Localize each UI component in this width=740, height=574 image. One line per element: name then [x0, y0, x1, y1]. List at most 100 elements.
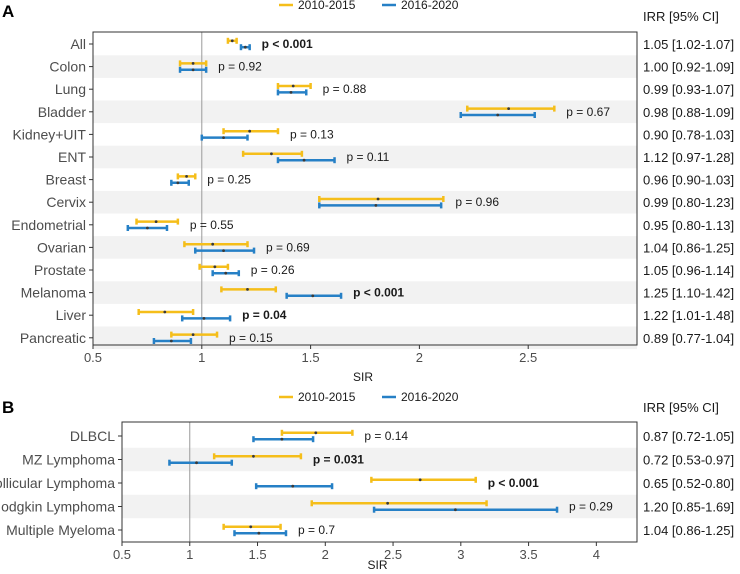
interval-2010-2015 [135, 218, 180, 225]
interval-2010-2015 [212, 453, 303, 460]
plot-frame [92, 31, 638, 346]
legend-label-1: 2016-2020 [401, 390, 459, 404]
point-estimate [248, 129, 252, 133]
plot-area [122, 422, 637, 542]
p-value: p = 0.25 [207, 173, 251, 187]
point-estimate [257, 531, 261, 535]
panel-letter: B [2, 398, 14, 417]
interval-2016-2020 [126, 225, 169, 231]
x-axis-title: SIR [367, 558, 387, 572]
forest-row: Bladder p = 0.67 0.98 [0.88-1.09] [38, 104, 734, 120]
point-estimate [195, 461, 198, 465]
forest-row: Ovarian p = 0.69 1.04 [0.86-1.25] [37, 239, 734, 255]
row-label: DLBCL [70, 428, 115, 444]
p-value: p = 0.88 [323, 82, 367, 96]
interval-2016-2020 [194, 247, 256, 254]
irr-value: 0.65 [0.52-0.80] [643, 476, 734, 491]
point-estimate [246, 288, 249, 291]
irr-value: 1.05 [1.02-1.07] [643, 37, 734, 52]
legend: 2010-2015 2016-2020 [279, 0, 459, 12]
x-axis: 0.5 1 1.5 2 2.5 SIR [84, 345, 537, 384]
plot-frame [121, 421, 638, 543]
p-value: p = 0.67 [566, 105, 610, 119]
interval-2010-2015 [310, 500, 488, 507]
interval-2010-2015 [137, 309, 195, 315]
irr-value: 1.04 [0.86-1.25] [643, 240, 734, 255]
row-label: Kidney+UIT [12, 126, 86, 142]
row-label: Follicular Lymphoma [0, 475, 115, 491]
interval-2010-2015 [198, 263, 230, 270]
interval-2010-2015 [170, 331, 219, 338]
irr-value: 0.99 [0.80-1.23] [643, 195, 734, 210]
point-estimate [169, 339, 173, 343]
irr-value: 1.20 [0.85-1.69] [643, 500, 734, 515]
interval-2010-2015 [280, 429, 354, 436]
forest-row: Pancreatic p = 0.15 0.89 [0.77-1.04] [20, 330, 734, 346]
forest-row: Prostate p = 0.26 1.05 [0.96-1.14] [34, 262, 734, 278]
interval-2010-2015 [178, 60, 208, 67]
point-estimate [314, 431, 318, 435]
row-band [122, 447, 637, 472]
irr-value: 0.95 [0.80-1.13] [643, 218, 734, 233]
forest-row: Endometrial p = 0.55 0.95 [0.80-1.13] [11, 217, 734, 233]
irr-value: 0.72 [0.53-0.97] [643, 453, 734, 468]
point-estimate [163, 310, 167, 314]
legend-label-1: 2016-2020 [401, 0, 459, 12]
interval-2016-2020 [170, 179, 190, 186]
interval-2016-2020 [252, 436, 315, 443]
interval-2010-2015 [220, 286, 278, 293]
panel-b: B 2010-2015 2016-2020 IRR [95% CI] 0.5 1 1.5 2 2… [0, 390, 734, 572]
point-estimate [224, 271, 228, 275]
interval-2016-2020 [180, 315, 232, 322]
interval-2010-2015 [466, 105, 556, 112]
panel-a: A 2010-2015 2016-2020 IRR [95% CI] 0.5 1 1.5 2 2… [2, 0, 734, 384]
x-tick-label: 2 [322, 547, 329, 562]
p-value: p = 0.13 [290, 127, 334, 141]
row-label: Endometrial [11, 217, 86, 233]
x-tick-label: 0.5 [113, 547, 131, 562]
irr-header: IRR [95% CI] [643, 9, 719, 24]
irr-value: 1.25 [1.10-1.42] [643, 286, 734, 301]
row-label: Melanoma [21, 285, 87, 301]
interval-2010-2015 [276, 83, 312, 89]
interval-2010-2015 [318, 196, 445, 202]
point-estimate [213, 265, 217, 269]
forest-row: Lung p = 0.88 0.99 [0.93-1.07] [55, 81, 734, 97]
p-value: p = 0.96 [455, 195, 499, 209]
interval-2016-2020 [276, 157, 336, 164]
interval-2016-2020 [276, 89, 308, 96]
point-estimate [291, 84, 295, 88]
point-estimate [154, 220, 158, 224]
irr-header: IRR [95% CI] [643, 400, 719, 415]
p-value: p = 0.031 [313, 453, 364, 467]
interval-2016-2020 [168, 459, 234, 466]
point-estimate [222, 136, 225, 140]
point-estimate [249, 525, 253, 529]
row-label: MZ Lymphoma [22, 452, 115, 468]
legend-label-0: 2010-2015 [298, 0, 356, 12]
forest-row: ENT p = 0.11 1.12 [0.97-1.28] [58, 149, 734, 165]
irr-value: 1.00 [0.92-1.09] [643, 60, 734, 75]
point-estimate [230, 39, 234, 43]
point-estimate [291, 484, 295, 488]
point-estimate [252, 454, 255, 458]
interval-2016-2020 [178, 66, 208, 73]
point-estimate [302, 158, 306, 162]
forest-row: MZ Lymphoma p = 0.031 0.72 [0.53-0.97] [22, 452, 734, 468]
irr-value: 0.98 [0.88-1.09] [643, 105, 734, 120]
forest-row: Cervix p = 0.96 0.99 [0.80-1.23] [46, 194, 734, 210]
interval-2016-2020 [254, 483, 334, 490]
row-label: Hodgkin Lymphoma [0, 499, 115, 515]
forest-row: Liver p = 0.04 1.22 [1.01-1.48] [56, 307, 734, 323]
irr-value: 0.89 [0.77-1.04] [643, 331, 734, 346]
x-tick-label: 2 [416, 350, 423, 365]
point-estimate [243, 45, 247, 49]
irr-value: 0.87 [0.72-1.05] [643, 429, 734, 444]
p-value: p = 0.55 [190, 218, 234, 232]
point-estimate [453, 508, 457, 512]
forest-row: Breast p = 0.25 0.96 [0.90-1.03] [46, 172, 735, 188]
p-value: p = 0.04 [242, 308, 287, 322]
irr-value: 0.90 [0.78-1.03] [643, 127, 734, 142]
interval-2010-2015 [226, 37, 238, 44]
